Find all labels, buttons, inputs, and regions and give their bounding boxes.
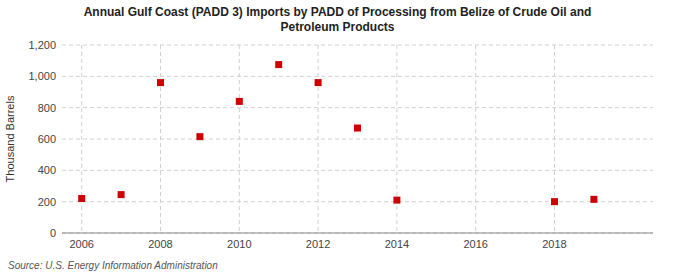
y-tick-label: 1,200 [28,39,56,51]
point [590,196,597,203]
point [157,79,164,86]
x-tick-label: 2006 [69,238,93,250]
y-grid-line [62,170,653,171]
x-tick-label: 2014 [385,238,409,250]
y-tick-label: 1,000 [28,70,56,82]
y-grid-line [62,45,653,46]
y-tick-label: 0 [50,227,56,239]
x-tick-label: 2016 [463,238,487,250]
x-grid-line [396,45,397,233]
title: Annual Gulf Coast (PADD 3) Imports by PA… [84,5,592,34]
point [236,98,243,105]
source-note: Source: U.S. Energy Information Administ… [8,260,218,271]
y-tick-label: 400 [38,164,56,176]
chart: Annual Gulf Coast (PADD 3) Imports by PA… [0,0,675,275]
point [551,198,558,205]
grid [62,45,653,233]
y-grid-line [62,139,653,140]
y-tick-label: 600 [38,133,56,145]
x-tick-label: 2018 [542,238,566,250]
point [118,191,125,198]
x-tick-label: 2012 [306,238,330,250]
point [354,125,361,132]
x-grid-line [239,45,240,233]
point [315,79,322,86]
point [393,197,400,204]
point [78,195,85,202]
y-grid-line [62,107,653,108]
x-grid-line [475,45,476,233]
x-grid-line [318,45,319,233]
y-grid-line [62,201,653,202]
y-axis-label: Thousand Barrels [4,95,16,182]
y-grid-line [62,76,653,77]
x-axis-line [62,233,653,234]
x-tick-label: 2010 [227,238,251,250]
y-grid-line [62,233,653,234]
point [275,61,282,68]
point [196,133,203,140]
title-line: Annual Gulf Coast (PADD 3) Imports by PA… [84,5,592,19]
title-line: Petroleum Products [280,20,394,34]
y-tick-label: 800 [38,102,56,114]
points [78,61,597,205]
x-tick-label: 2008 [148,238,172,250]
x-grid-line [81,45,82,233]
y-tick-label: 200 [38,196,56,208]
x-grid-line [160,45,161,233]
